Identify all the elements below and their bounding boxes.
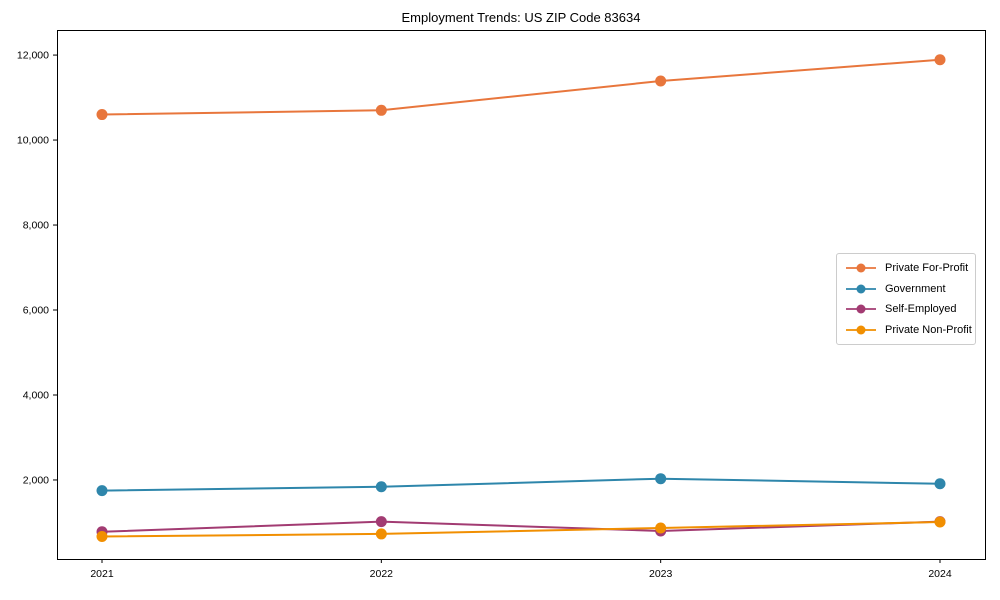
series-line [101, 520, 941, 533]
legend-line-marker-icon [846, 304, 876, 314]
legend-item: Private Non-Profit [844, 322, 972, 338]
y-tick-label: 8,000 [23, 220, 49, 232]
x-tick-label: 2021 [90, 568, 114, 580]
legend-label: Government [885, 282, 946, 295]
x-tick-label: 2024 [928, 568, 952, 580]
data-point-marker [375, 528, 387, 540]
legend-line-marker-icon [846, 263, 876, 273]
data-point-marker [375, 104, 387, 116]
y-tick-label: 4,000 [23, 389, 49, 401]
data-point-marker [375, 481, 387, 493]
data-point-marker [934, 516, 946, 528]
data-point-marker [655, 473, 667, 485]
x-tick-label: 2022 [370, 568, 394, 580]
data-point-marker [655, 75, 667, 87]
legend-label: Private For-Profit [885, 262, 969, 275]
y-tick-label: 10,000 [17, 135, 49, 147]
legend-label: Self-Employed [885, 303, 957, 316]
y-tick-label: 12,000 [17, 50, 49, 62]
legend: Private For-Profit Government Self-Emplo… [836, 253, 976, 345]
y-tick-label: 2,000 [23, 474, 49, 486]
legend-label: Private Non-Profit [885, 323, 972, 336]
series-line [101, 58, 941, 116]
data-point-marker [934, 478, 946, 490]
y-tick-label: 6,000 [23, 305, 49, 317]
data-point-marker [96, 109, 108, 121]
legend-item: Private For-Profit [844, 260, 968, 276]
series-line [101, 521, 941, 538]
data-point-marker [655, 522, 667, 534]
legend-item: Self-Employed [844, 301, 968, 317]
data-point-marker [375, 516, 387, 528]
legend-item: Government [844, 281, 968, 297]
plot-frame [57, 30, 986, 560]
legend-line-marker-icon [846, 284, 876, 294]
data-point-marker [96, 485, 108, 497]
series-line [101, 477, 941, 492]
legend-line-marker-icon [846, 325, 876, 335]
chart-title: Employment Trends: US ZIP Code 83634 [401, 10, 641, 25]
data-point-marker [96, 530, 108, 542]
data-point-marker [934, 54, 946, 66]
x-tick-label: 2023 [649, 568, 673, 580]
